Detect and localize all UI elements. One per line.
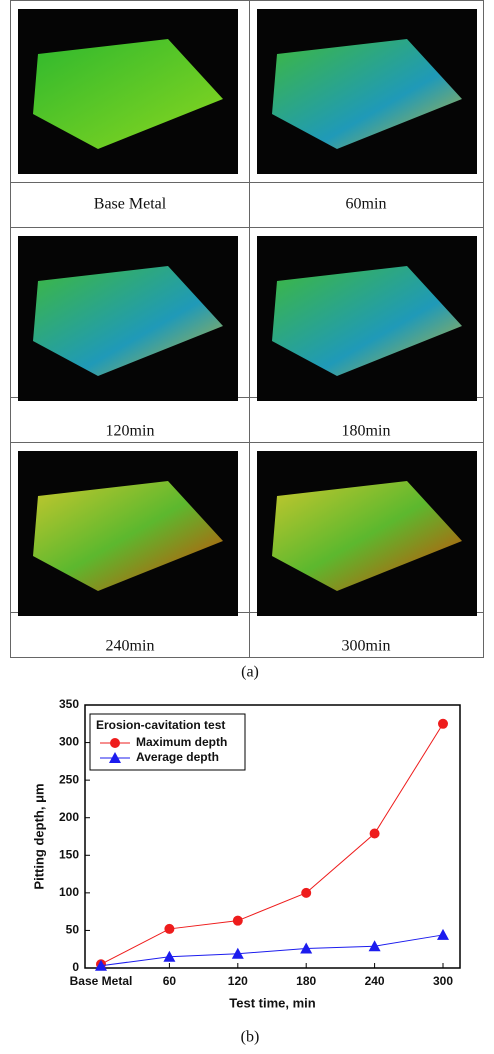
surface-plot	[33, 39, 223, 149]
point	[232, 915, 243, 926]
point	[109, 752, 121, 763]
point	[110, 738, 120, 748]
x-tick-label: 240	[365, 974, 385, 988]
x-tick-label: 300	[433, 974, 453, 988]
y-tick-label: 100	[59, 885, 79, 899]
y-axis-label: Pitting depth, μm	[31, 783, 46, 889]
series-line	[100, 934, 444, 967]
y-tick-label: 200	[59, 810, 79, 824]
point	[369, 828, 380, 839]
x-tick-label: 180	[296, 974, 316, 988]
y-tick-label: 0	[72, 960, 79, 974]
point	[163, 950, 176, 962]
series-line	[100, 723, 444, 965]
plot-frame	[84, 704, 461, 969]
point	[437, 928, 449, 940]
cell-label: Base Metal	[94, 196, 167, 213]
surface-plot	[272, 481, 462, 591]
legend-title: Erosion-cavitation test	[96, 718, 225, 732]
y-tick-label: 350	[59, 697, 79, 711]
point	[438, 718, 448, 729]
x-tick-label: 60	[163, 974, 177, 988]
point	[300, 942, 313, 954]
surface-plot	[272, 39, 462, 149]
x-tick-label: 120	[228, 974, 248, 988]
point	[231, 947, 244, 959]
point	[164, 923, 175, 934]
y-tick-label: 50	[66, 923, 80, 937]
cell-label: 120min	[106, 423, 155, 440]
cell-label: 240min	[106, 638, 155, 655]
y-tick-label: 250	[59, 772, 79, 786]
surface-plot	[33, 266, 223, 376]
legend-label: Maximum depth	[136, 735, 227, 749]
point	[368, 940, 381, 952]
caption: (a)	[241, 664, 259, 681]
point	[95, 959, 107, 971]
cell-label: 180min	[342, 423, 391, 440]
cell-label: 300min	[342, 638, 391, 655]
point	[301, 887, 312, 898]
legend-label: Average depth	[136, 750, 219, 764]
surface-plot	[272, 266, 462, 376]
caption: (b)	[241, 1029, 260, 1046]
x-tick-label: Base Metal	[70, 974, 133, 988]
y-tick-label: 300	[59, 735, 79, 749]
cell-label: 60min	[346, 196, 387, 213]
surface-plot	[33, 481, 223, 591]
y-tick-label: 150	[59, 847, 79, 861]
x-axis-label: Test time, min	[229, 995, 316, 1010]
